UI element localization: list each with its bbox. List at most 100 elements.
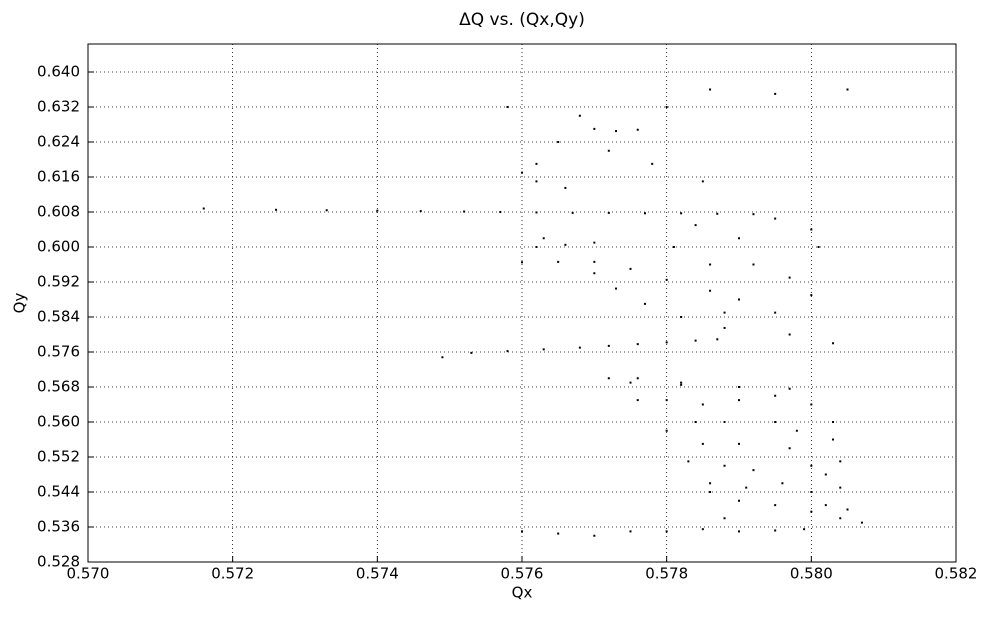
point (325, 209, 328, 212)
point (578, 346, 581, 349)
point (629, 530, 632, 533)
point (723, 421, 726, 423)
point (687, 460, 690, 463)
y-tick-label: 0.576 (37, 343, 80, 361)
point (824, 473, 827, 476)
point (593, 534, 596, 537)
point (745, 486, 748, 489)
x-tick-label: 0.578 (645, 565, 688, 583)
point (738, 399, 740, 402)
point (738, 530, 740, 533)
point (788, 387, 791, 390)
point (824, 504, 827, 507)
point (578, 114, 581, 117)
y-tick-label: 0.624 (37, 133, 80, 151)
point (636, 399, 639, 402)
point (709, 289, 712, 292)
point (810, 464, 813, 467)
point (275, 208, 278, 211)
point (651, 162, 654, 165)
x-tick-label: 0.580 (790, 565, 833, 583)
point (832, 438, 835, 441)
point (709, 482, 712, 485)
point (817, 246, 820, 248)
x-tick-label: 0.574 (356, 565, 399, 583)
x-tick-label: 0.576 (501, 565, 544, 583)
point (535, 246, 538, 248)
point (810, 294, 813, 297)
point (629, 381, 632, 384)
point (709, 263, 712, 266)
point (738, 298, 740, 301)
point (593, 272, 596, 275)
point (774, 217, 777, 220)
point (738, 386, 740, 388)
point (839, 486, 842, 489)
point (752, 263, 755, 266)
point (795, 429, 798, 432)
point (680, 381, 683, 384)
point (542, 237, 545, 240)
point (672, 246, 675, 248)
point (615, 130, 618, 133)
point (709, 491, 712, 493)
point (832, 421, 835, 423)
point (643, 212, 646, 215)
point (521, 530, 523, 533)
point (752, 469, 755, 472)
y-tick-label: 0.608 (37, 203, 80, 221)
point (636, 128, 639, 131)
point (593, 260, 596, 263)
point (665, 106, 668, 108)
point (788, 276, 791, 279)
point (202, 207, 205, 210)
point (557, 532, 560, 535)
point (506, 350, 509, 353)
point (607, 149, 610, 152)
point (607, 377, 610, 380)
point (564, 243, 567, 246)
point (593, 127, 596, 130)
point (774, 504, 777, 507)
point (709, 88, 712, 91)
point (738, 499, 740, 502)
point (470, 351, 473, 354)
point (810, 491, 813, 493)
point (701, 403, 704, 406)
point (846, 88, 849, 91)
point (499, 211, 502, 213)
point (643, 302, 646, 305)
x-tick-label: 0.582 (935, 565, 978, 583)
point (832, 342, 835, 345)
point (441, 356, 444, 359)
point (636, 377, 639, 380)
y-tick-label: 0.528 (37, 553, 80, 571)
y-tick-label: 0.544 (37, 483, 80, 501)
point (752, 213, 755, 216)
point (694, 339, 697, 342)
point (542, 348, 545, 351)
point (535, 211, 538, 214)
point (629, 267, 632, 270)
point (463, 210, 466, 213)
point (593, 241, 596, 244)
point (694, 421, 697, 423)
point (636, 343, 639, 346)
point (557, 260, 560, 263)
point (557, 141, 560, 143)
y-tick-label: 0.592 (37, 273, 80, 291)
y-axis-label: Qy (11, 293, 29, 314)
y-tick-label: 0.600 (37, 238, 80, 256)
y-tick-label: 0.584 (37, 308, 80, 326)
point (774, 421, 777, 423)
plot-frame (87, 43, 957, 563)
point (810, 403, 813, 406)
point (738, 237, 740, 240)
point (665, 278, 668, 281)
point (839, 517, 842, 520)
point (846, 508, 849, 511)
point (376, 209, 379, 212)
y-tick-label: 0.552 (37, 448, 80, 466)
